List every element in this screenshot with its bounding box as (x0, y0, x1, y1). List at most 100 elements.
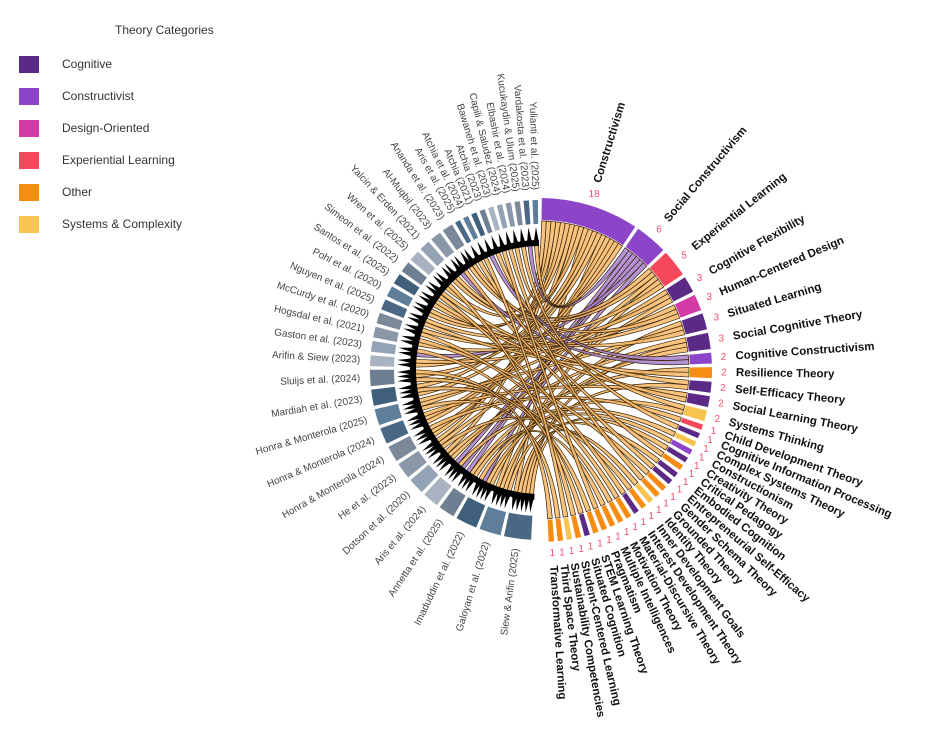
theory-count-label: 1 (694, 461, 700, 472)
legend-item: Constructivist (19, 87, 134, 105)
legend-label: Constructivist (62, 89, 135, 103)
study-sector (431, 232, 455, 258)
theory-count-label: 1 (677, 485, 683, 496)
arrowhead (464, 248, 475, 263)
study-sector (370, 340, 397, 355)
legend-swatch (19, 119, 39, 137)
arrowhead (404, 324, 420, 332)
theory-sector (689, 352, 712, 365)
theory-count-label: 1 (578, 544, 584, 555)
legend-swatch (19, 55, 39, 73)
study-sector (503, 512, 533, 540)
arrowhead (461, 475, 472, 490)
study-sector (479, 506, 507, 536)
legend-item: Cognitive (19, 55, 112, 73)
theory-count-label: 2 (715, 414, 721, 425)
theory-sector (681, 313, 708, 335)
theory-sector (686, 392, 710, 408)
theory-count-label: 18 (589, 189, 601, 200)
arrowhead (398, 347, 414, 353)
theory-count-label: 1 (699, 453, 705, 464)
theory-sector (657, 459, 678, 478)
theory-sector (680, 417, 704, 430)
study-sector (532, 200, 539, 225)
arrowhead (418, 434, 433, 445)
arrowhead (412, 305, 427, 315)
legend-label: Other (62, 185, 93, 199)
arrowhead (398, 351, 414, 357)
theory-sector (649, 252, 683, 287)
study-sector (471, 212, 486, 237)
legend-item: Systems & Complexity (19, 215, 182, 233)
theory-count-label: 1 (624, 527, 630, 538)
theory-sector (555, 518, 564, 542)
arrowhead (413, 427, 428, 437)
legend-item: Experiential Learning (19, 151, 175, 169)
theory-count-label: 3 (706, 292, 712, 303)
theory-sector (622, 492, 639, 514)
study-sector (410, 464, 439, 493)
arrowhead (504, 493, 511, 509)
theory-count-label: 1 (615, 531, 621, 542)
theory-sector (674, 294, 702, 318)
arrowhead (420, 291, 435, 302)
theory-sector (670, 439, 693, 455)
arrowhead (402, 403, 418, 410)
arrowhead (520, 228, 526, 244)
legend-label: Cognitive (62, 57, 113, 71)
theory-sector (677, 425, 700, 439)
arrowhead (498, 233, 506, 249)
theory-count-label: 2 (720, 383, 726, 394)
study-sector (393, 274, 420, 296)
arrowhead (511, 494, 518, 511)
study-sector (420, 241, 445, 267)
arrowhead (397, 362, 413, 368)
arrowhead (397, 369, 413, 375)
arrowhead (408, 417, 424, 426)
theory-count-label: 2 (721, 367, 727, 378)
study-sector (380, 420, 409, 444)
theory-count-label: 2 (718, 399, 724, 410)
theory-count-label: 6 (656, 224, 662, 235)
theory-count-label: 1 (656, 505, 662, 516)
arrowhead (513, 229, 519, 245)
theory-sector (625, 228, 664, 266)
theory-count-label: 1 (597, 539, 603, 550)
study-sector (376, 312, 403, 330)
theory-count-label: 1 (648, 511, 654, 522)
arrowhead (475, 483, 485, 498)
study-sector (371, 386, 398, 406)
arrowhead (505, 231, 512, 247)
study-sector (370, 355, 395, 367)
arrowhead (495, 490, 503, 506)
arrowhead (407, 316, 423, 325)
arrowhead (527, 227, 533, 243)
arrowhead (403, 328, 419, 336)
study-sector (386, 286, 413, 307)
theory-sector (563, 517, 573, 540)
theory-count-label: 1 (663, 499, 669, 510)
study-sector (401, 262, 427, 286)
theory-sector (547, 519, 555, 542)
study-sector (442, 224, 465, 251)
arrowhead (477, 241, 487, 257)
study-label: Arifin & Siew (2023) (272, 350, 361, 366)
theory-sector (615, 497, 632, 519)
legend-label: Systems & Complexity (62, 217, 183, 231)
theory-count-label: 3 (697, 273, 703, 284)
arrowhead (491, 489, 499, 505)
arrowhead (404, 407, 420, 415)
study-sector (456, 497, 486, 528)
arrowhead (409, 312, 424, 321)
theory-sector (594, 508, 608, 531)
theory-count-label: 3 (714, 312, 720, 323)
legend-label: Experiential Learning (62, 153, 175, 167)
theory-label: Cognitive Constructivism (735, 341, 875, 363)
study-sector (455, 220, 472, 244)
arrowhead (397, 358, 413, 364)
study-sector (439, 487, 466, 517)
arrowhead (397, 373, 413, 379)
theory-sector (688, 380, 712, 393)
legend-swatch (19, 183, 39, 201)
arrowhead (484, 238, 493, 254)
